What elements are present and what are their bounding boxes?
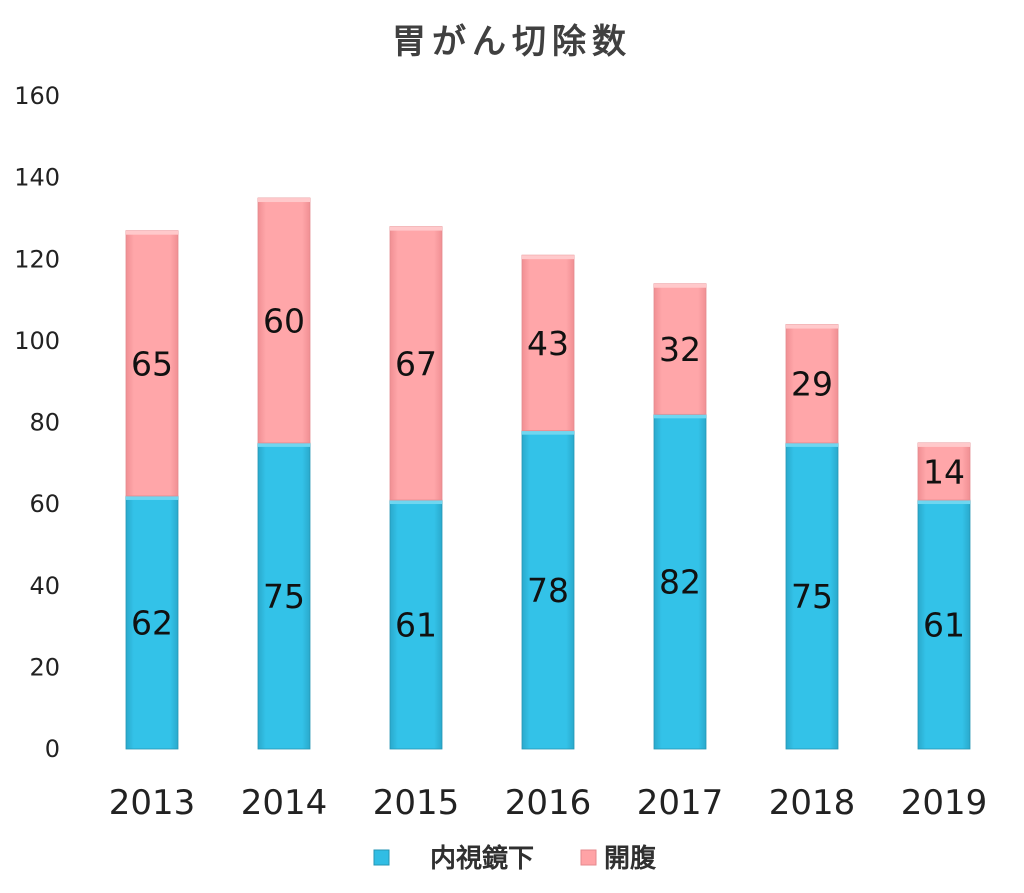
- bar-top-highlight: [126, 495, 178, 500]
- data-label: 75: [791, 577, 833, 616]
- y-tick-label: 0: [45, 735, 60, 763]
- data-label: 67: [395, 344, 437, 383]
- bar-open-2018: [785, 324, 839, 444]
- y-tick-label: 20: [29, 653, 60, 681]
- y-tick-label: 100: [14, 327, 60, 355]
- legend-label-endoscopic: 内視鏡下: [430, 843, 534, 874]
- bar-top-highlight: [786, 442, 838, 447]
- bar-endoscopic-2018: [785, 442, 839, 750]
- chart-title: 胃がん切除数: [392, 22, 632, 62]
- bar-top-highlight: [918, 442, 970, 447]
- x-tick-label: 2016: [505, 783, 592, 823]
- bar-open-2015: [389, 226, 443, 501]
- bar-endoscopic-2017: [653, 413, 707, 750]
- legend-swatch-endoscopic: [373, 849, 390, 866]
- data-label: 62: [131, 603, 173, 642]
- bar-endoscopic-2013: [125, 495, 179, 750]
- legend-swatch-open: [580, 849, 597, 866]
- x-tick-label: 2017: [637, 783, 724, 823]
- bar-top-highlight: [522, 255, 574, 260]
- bar-top-highlight: [522, 430, 574, 435]
- x-tick-label: 2019: [901, 783, 988, 823]
- data-label: 43: [527, 324, 569, 363]
- x-axis: 2013 2014 2015 2016 2017 2018 2019: [109, 783, 988, 823]
- bar-top-highlight: [654, 414, 706, 419]
- data-label: 60: [263, 301, 305, 340]
- data-label: 14: [923, 452, 965, 491]
- bar-top-highlight: [258, 198, 310, 203]
- bar-open-2013: [125, 230, 179, 497]
- x-tick-label: 2018: [769, 783, 856, 823]
- y-tick-label: 80: [29, 409, 60, 437]
- bar-endoscopic-2016: [521, 430, 575, 750]
- bar-top-highlight: [786, 324, 838, 329]
- data-label: 29: [791, 365, 833, 404]
- bar-endoscopic-2019: [917, 499, 971, 750]
- x-tick-label: 2014: [241, 783, 328, 823]
- bar-top-highlight: [258, 442, 310, 447]
- data-label: 32: [659, 330, 701, 369]
- bar-top-highlight: [390, 500, 442, 505]
- x-tick-label: 2013: [109, 783, 196, 823]
- bar-top-highlight: [654, 283, 706, 288]
- data-label: 65: [131, 344, 173, 383]
- x-tick-label: 2015: [373, 783, 460, 823]
- y-tick-label: 160: [14, 82, 60, 110]
- data-label: 82: [659, 563, 701, 602]
- y-axis: 0 20 40 60 80 100 120 140 160: [14, 82, 60, 763]
- y-tick-label: 120: [14, 245, 60, 273]
- bar-top-highlight: [918, 500, 970, 505]
- data-label: 61: [395, 606, 437, 645]
- bar-open-2017: [653, 283, 707, 415]
- legend-label-open: 開腹: [604, 843, 657, 874]
- y-tick-label: 40: [29, 572, 60, 600]
- bars-group: 62 65 75 60 61 67 78 43 82 32 75 29 61 14: [125, 197, 971, 750]
- bar-top-highlight: [390, 226, 442, 231]
- data-label: 75: [263, 577, 305, 616]
- y-tick-label: 60: [29, 490, 60, 518]
- data-label: 78: [527, 571, 569, 610]
- legend: 内視鏡下 開腹: [373, 843, 657, 874]
- bar-endoscopic-2015: [389, 499, 443, 750]
- bar-top-highlight: [126, 230, 178, 235]
- y-tick-label: 140: [14, 164, 60, 192]
- bar-open-2016: [521, 254, 575, 432]
- data-label: 61: [923, 606, 965, 645]
- bar-open-2014: [257, 197, 311, 444]
